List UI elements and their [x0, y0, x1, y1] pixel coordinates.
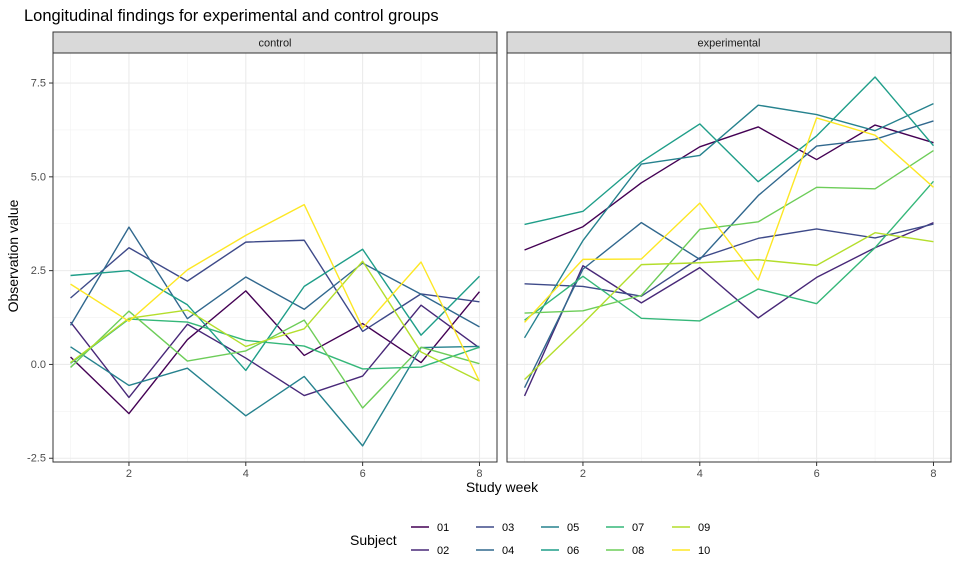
- series-line-experimental-10: [524, 117, 934, 323]
- series-line-experimental-08: [524, 149, 934, 314]
- legend-item-label: 02: [437, 545, 449, 557]
- facet-strip-label: control: [258, 38, 291, 50]
- legend-item-05: 05: [541, 522, 579, 534]
- legend-item-label: 08: [632, 545, 644, 557]
- series-line-experimental-04: [523, 120, 934, 389]
- series-line-experimental-09: [524, 232, 934, 380]
- y-tick-label: 2.5: [31, 265, 46, 277]
- plot-background: [507, 53, 951, 462]
- series-line-experimental-06: [524, 76, 935, 226]
- chart-title: Longitudinal findings for experimental a…: [24, 7, 439, 25]
- x-tick-label: 4: [243, 468, 249, 480]
- legend-item-label: 10: [698, 545, 710, 557]
- series-group: [523, 76, 935, 397]
- series-line-control-02: [69, 304, 480, 399]
- series-line-control-03: [70, 239, 480, 333]
- x-tick-label: 8: [476, 468, 482, 480]
- legend-item-label: 09: [698, 522, 710, 534]
- x-tick-label: 6: [814, 468, 820, 480]
- y-axis-label: Observation value: [5, 199, 21, 312]
- series-line-experimental-01: [524, 124, 934, 251]
- y-tick-label: 5.0: [31, 171, 46, 183]
- legend-item-09: 09: [672, 522, 710, 534]
- series-line-experimental-07: [524, 180, 934, 322]
- x-axis-label: Study week: [466, 479, 539, 495]
- x-tick-label: 8: [930, 468, 936, 480]
- series-line-control-04: [69, 226, 480, 328]
- x-tick-label: 2: [126, 468, 132, 480]
- legend-item-label: 05: [567, 522, 579, 534]
- grid-lines: [53, 53, 497, 462]
- x-tick-label: 6: [360, 468, 366, 480]
- y-tick-label: 7.5: [31, 78, 46, 90]
- panels-layer: -2.5 0.0 2.5 5.0 7.5 control 2 4 6 8 experimental 2…: [27, 31, 952, 480]
- panel-experimental: experimental 2 4 6 8: [506, 31, 952, 480]
- series-group: [69, 203, 481, 447]
- x-tick-label: 4: [697, 468, 703, 480]
- panel-border: [52, 52, 498, 463]
- legend-item-04: 04: [476, 545, 514, 557]
- legend-item-08: 08: [606, 545, 644, 557]
- facet-strip-label: experimental: [698, 38, 761, 50]
- panel-border: [506, 52, 952, 463]
- legend-item-02: 02: [411, 545, 449, 557]
- y-tick-label: -2.5: [27, 453, 46, 465]
- legend-item-10: 10: [672, 545, 710, 557]
- series-line-control-08: [70, 310, 480, 409]
- legend-item-01: 01: [411, 522, 449, 534]
- series-line-control-09: [70, 260, 480, 382]
- series-line-experimental-03: [524, 223, 934, 297]
- series-line-experimental-02: [523, 221, 934, 397]
- legend-title: Subject: [350, 532, 397, 548]
- legend-item-label: 01: [437, 522, 449, 534]
- legend-item-label: 04: [502, 545, 514, 557]
- x-tick-label: 2: [580, 468, 586, 480]
- legend-item-06: 06: [541, 545, 579, 557]
- legend-item-label: 07: [632, 522, 644, 534]
- series-line-experimental-05: [523, 103, 934, 339]
- series-line-control-10: [70, 203, 481, 382]
- legend-item-07: 07: [606, 522, 644, 534]
- series-line-control-01: [70, 290, 481, 415]
- panel-control: control 2 4 6 8: [52, 31, 498, 480]
- plot-background: [53, 53, 497, 462]
- series-line-control-06: [70, 248, 480, 372]
- legend-item-label: 06: [567, 545, 579, 557]
- legend-item-label: 03: [502, 522, 514, 534]
- y-tick-label: 0.0: [31, 359, 46, 371]
- series-line-control-05: [70, 345, 480, 447]
- legend: Subject 01 02 03 04 05 06 07 08 09 10: [350, 522, 710, 557]
- legend-item-03: 03: [476, 522, 514, 534]
